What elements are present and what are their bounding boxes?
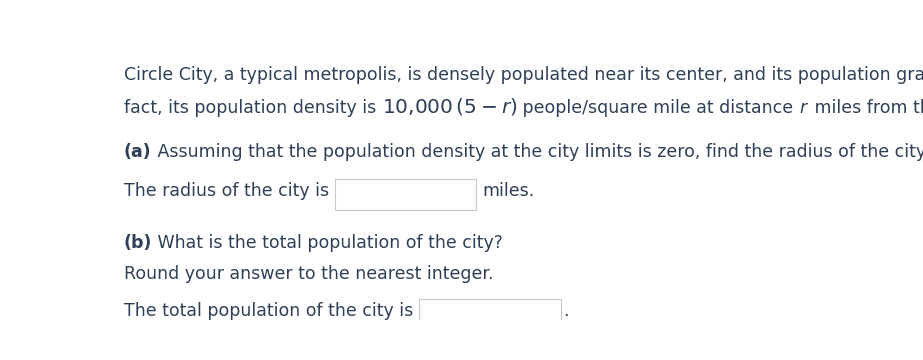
Text: miles from the center.: miles from the center. <box>809 99 923 117</box>
Text: (a): (a) <box>124 143 151 161</box>
FancyBboxPatch shape <box>419 299 560 329</box>
Text: $r$: $r$ <box>798 99 809 117</box>
FancyBboxPatch shape <box>335 179 476 210</box>
Text: $10{,}000\,(5-r)$: $10{,}000\,(5-r)$ <box>382 96 517 117</box>
Text: What is the total population of the city?: What is the total population of the city… <box>152 234 503 252</box>
Text: miles.: miles. <box>482 182 534 200</box>
Text: people/square mile at distance: people/square mile at distance <box>517 99 798 117</box>
Text: Assuming that the population density at the city limits is zero, find the radius: Assuming that the population density at … <box>151 143 923 161</box>
Text: fact, its population density is: fact, its population density is <box>124 99 382 117</box>
Text: (b): (b) <box>124 234 152 252</box>
Text: Circle City, a typical metropolis, is densely populated near its center, and its: Circle City, a typical metropolis, is de… <box>124 66 923 84</box>
Text: The radius of the city is: The radius of the city is <box>124 182 330 200</box>
Text: Round your answer to the nearest integer.: Round your answer to the nearest integer… <box>124 265 494 283</box>
Text: .: . <box>563 302 569 320</box>
Text: The total population of the city is: The total population of the city is <box>124 302 414 320</box>
